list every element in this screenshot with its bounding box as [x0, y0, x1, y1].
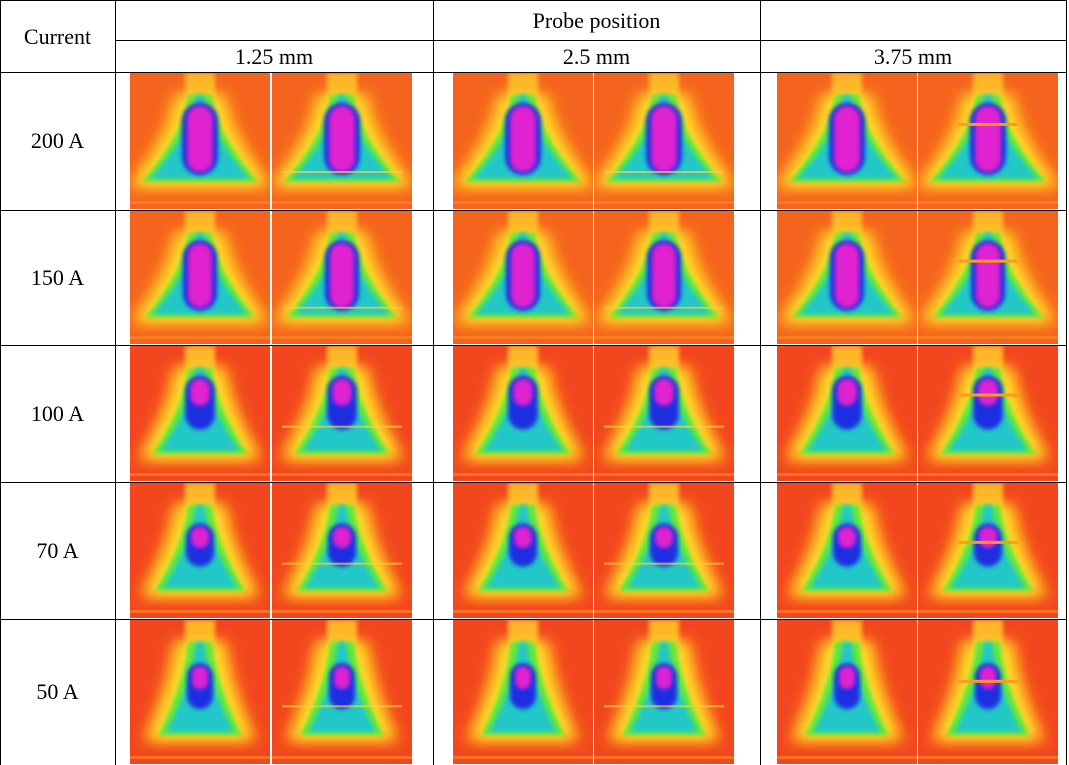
- rule: [1066, 0, 1067, 765]
- header-position: 3.75 mm: [760, 46, 1066, 68]
- thermal-image: [918, 211, 1058, 344]
- thermal-image: [453, 211, 593, 344]
- thermal-image: [777, 73, 917, 209]
- rule: [115, 40, 1067, 41]
- thermal-image: [272, 620, 412, 764]
- thermal-image: [272, 483, 412, 618]
- rule: [0, 0, 1067, 1]
- thermal-image: [594, 211, 734, 344]
- thermal-image: [777, 620, 917, 764]
- header-position: 1.25 mm: [115, 46, 433, 68]
- thermal-image: [777, 346, 917, 481]
- thermal-image: [918, 483, 1058, 618]
- row-label: 100 A: [0, 403, 115, 425]
- thermal-image: [918, 73, 1058, 209]
- header-position: 2.5 mm: [433, 46, 760, 68]
- row-label: 70 A: [0, 540, 115, 562]
- thermal-image: [918, 346, 1058, 481]
- thermal-image: [272, 73, 412, 209]
- row-label: 150 A: [0, 267, 115, 289]
- thermal-image: [130, 211, 270, 344]
- thermal-image: [453, 483, 593, 618]
- figure-table: Current Probe position 1.25 mm 2.5 mm 3.…: [0, 0, 1069, 765]
- thermal-image: [272, 346, 412, 481]
- thermal-image: [130, 346, 270, 481]
- thermal-image: [453, 346, 593, 481]
- row-label: 200 A: [0, 130, 115, 152]
- rule: [115, 0, 116, 765]
- thermal-image: [594, 620, 734, 764]
- row-label: 50 A: [0, 681, 115, 703]
- header-current: Current: [0, 26, 115, 48]
- thermal-image: [130, 620, 270, 764]
- rule: [0, 0, 1, 765]
- rule: [760, 0, 761, 765]
- thermal-image: [594, 483, 734, 618]
- header-probe-position: Probe position: [433, 10, 760, 32]
- thermal-image: [777, 483, 917, 618]
- thermal-image: [594, 73, 734, 209]
- thermal-image: [453, 73, 593, 209]
- rule: [433, 0, 434, 765]
- thermal-image: [594, 346, 734, 481]
- thermal-image: [453, 620, 593, 764]
- thermal-image: [130, 483, 270, 618]
- thermal-image: [130, 73, 270, 209]
- thermal-image: [272, 211, 412, 344]
- thermal-image: [918, 620, 1058, 764]
- thermal-image: [777, 211, 917, 344]
